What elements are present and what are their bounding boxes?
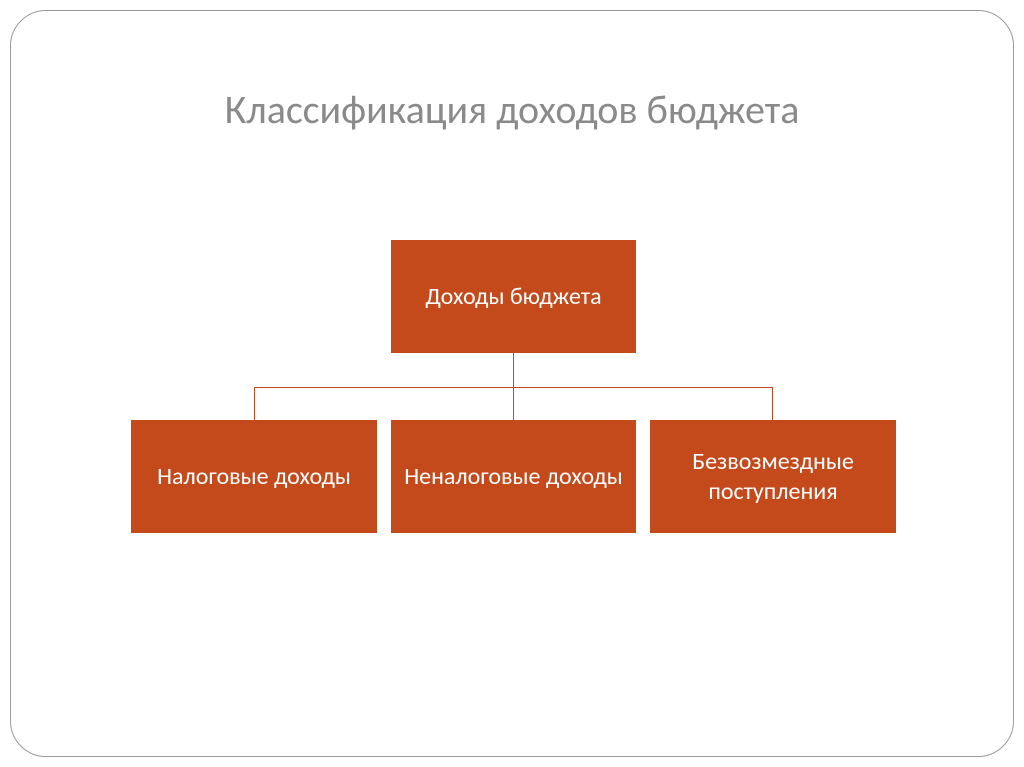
connector-child-0-vertical xyxy=(254,387,255,420)
child-node-1-label: Неналоговые доходы xyxy=(404,462,623,492)
root-node-label: Доходы бюджета xyxy=(425,282,601,312)
child-node-0-label: Налоговые доходы xyxy=(157,462,351,492)
connector-child-1-vertical xyxy=(513,387,514,420)
connector-root-vertical xyxy=(513,353,514,387)
root-node: Доходы бюджета xyxy=(391,240,636,353)
child-node-1: Неналоговые доходы xyxy=(391,420,636,533)
slide-title: Классификация доходов бюджета xyxy=(0,85,1024,134)
child-node-2-label: Безвозмездные поступления xyxy=(658,447,888,507)
org-chart: Доходы бюджета Налоговые доходы Неналого… xyxy=(0,240,1024,767)
child-node-2: Безвозмездные поступления xyxy=(650,420,896,533)
connector-child-2-vertical xyxy=(772,387,773,420)
child-node-0: Налоговые доходы xyxy=(131,420,377,533)
